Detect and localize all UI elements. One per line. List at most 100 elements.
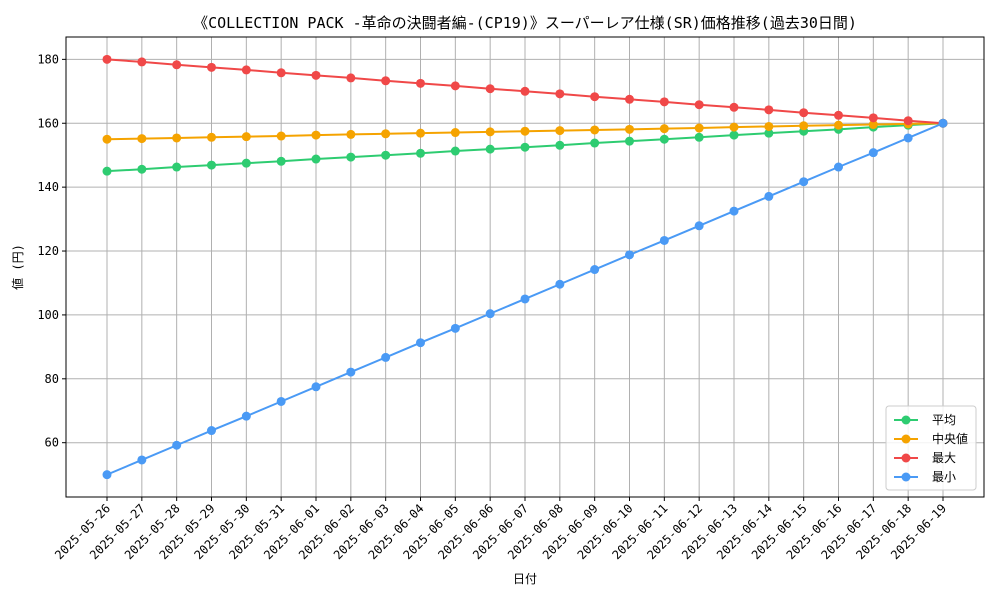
legend-label: 中央値 bbox=[932, 431, 968, 446]
y-tick-label: 60 bbox=[45, 436, 59, 450]
data-point bbox=[868, 120, 878, 130]
data-point bbox=[625, 124, 634, 134]
data-point bbox=[450, 146, 460, 156]
legend-box bbox=[885, 405, 977, 491]
y-axis-label: 値 (円) bbox=[10, 244, 25, 290]
data-point bbox=[207, 62, 216, 72]
chart-title: 《COLLECTION PACK -革命の決闘者編-(CP19)》スーパーレア仕… bbox=[193, 14, 857, 32]
data-point bbox=[625, 136, 634, 146]
data-point bbox=[450, 81, 460, 91]
data-point bbox=[520, 86, 530, 96]
data-point bbox=[416, 128, 425, 138]
data-point bbox=[416, 338, 425, 348]
x-axis-label: 日付 bbox=[513, 572, 537, 586]
data-point bbox=[241, 65, 251, 75]
data-point bbox=[241, 132, 251, 142]
data-point bbox=[903, 133, 913, 143]
y-tick-label: 80 bbox=[45, 372, 59, 386]
data-point bbox=[555, 89, 565, 99]
data-point bbox=[729, 206, 739, 216]
data-point bbox=[659, 97, 669, 107]
data-point bbox=[102, 134, 112, 144]
data-point bbox=[729, 122, 739, 132]
series-0 bbox=[102, 118, 948, 176]
legend-marker bbox=[901, 472, 911, 482]
data-point bbox=[381, 352, 391, 362]
data-point bbox=[381, 129, 391, 139]
series-2 bbox=[102, 54, 948, 128]
data-point bbox=[485, 144, 495, 154]
data-point bbox=[868, 148, 878, 158]
data-point bbox=[485, 127, 495, 137]
y-tick-label: 180 bbox=[37, 52, 59, 66]
data-point bbox=[834, 120, 843, 130]
data-point bbox=[555, 140, 565, 150]
data-point bbox=[520, 142, 530, 152]
data-point bbox=[450, 128, 460, 138]
data-point bbox=[694, 132, 704, 142]
data-point bbox=[346, 367, 356, 377]
data-point bbox=[834, 110, 843, 120]
data-point bbox=[590, 92, 600, 102]
data-point bbox=[764, 128, 774, 138]
data-point bbox=[868, 113, 878, 123]
data-point bbox=[764, 191, 774, 201]
legend-label: 最小 bbox=[932, 470, 956, 484]
data-point bbox=[625, 94, 634, 104]
data-point bbox=[276, 156, 286, 166]
y-tick-label: 120 bbox=[37, 244, 59, 258]
data-point bbox=[659, 235, 669, 245]
data-point bbox=[520, 126, 530, 136]
data-point bbox=[659, 124, 669, 134]
data-point bbox=[346, 73, 356, 83]
data-point bbox=[485, 84, 495, 94]
data-point bbox=[276, 396, 286, 406]
data-point bbox=[346, 152, 356, 162]
y-tick-label: 160 bbox=[37, 116, 59, 130]
data-point bbox=[381, 150, 391, 160]
data-point bbox=[485, 309, 495, 319]
data-point bbox=[207, 426, 216, 436]
legend-label: 最大 bbox=[932, 451, 956, 465]
data-point bbox=[799, 108, 809, 118]
data-point bbox=[172, 440, 182, 450]
data-point bbox=[590, 138, 600, 148]
data-point bbox=[450, 323, 460, 333]
data-point bbox=[311, 70, 321, 80]
data-point bbox=[102, 470, 112, 480]
data-point bbox=[416, 148, 425, 158]
data-point bbox=[276, 68, 286, 78]
data-point bbox=[207, 132, 216, 142]
data-point bbox=[555, 279, 565, 289]
data-point bbox=[799, 121, 809, 131]
data-point bbox=[764, 121, 774, 131]
legend-marker bbox=[901, 415, 911, 425]
data-point bbox=[311, 154, 321, 164]
data-point bbox=[311, 382, 321, 392]
data-point bbox=[590, 265, 600, 275]
legend-marker bbox=[901, 434, 911, 444]
data-point bbox=[137, 455, 147, 465]
data-point bbox=[694, 123, 704, 133]
data-point bbox=[590, 125, 600, 135]
data-point bbox=[938, 118, 948, 128]
data-point bbox=[903, 116, 913, 126]
series-3 bbox=[102, 118, 948, 480]
data-point bbox=[416, 78, 425, 88]
data-point bbox=[137, 134, 147, 144]
data-point bbox=[137, 164, 147, 174]
y-tick-label: 140 bbox=[37, 180, 59, 194]
data-point bbox=[729, 102, 739, 112]
data-point bbox=[102, 166, 112, 176]
data-point bbox=[346, 129, 356, 139]
data-point bbox=[276, 131, 286, 141]
data-point bbox=[694, 221, 704, 231]
legend-label: 平均 bbox=[932, 413, 956, 427]
data-point bbox=[555, 126, 565, 136]
data-point bbox=[241, 411, 251, 421]
data-point bbox=[625, 250, 634, 260]
data-point bbox=[207, 160, 216, 170]
data-point bbox=[659, 134, 669, 144]
